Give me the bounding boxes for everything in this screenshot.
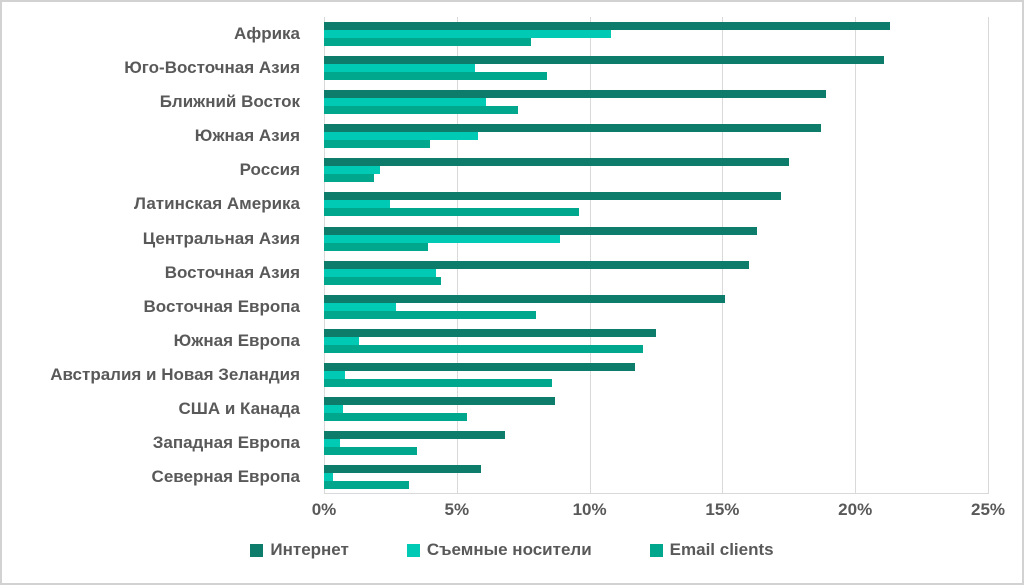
x-axis: 0% 5% 10% 15% 20% 25% xyxy=(312,500,1005,522)
category-label: США и Канада xyxy=(178,398,300,418)
category-label: Северная Европа xyxy=(151,467,300,487)
category-label: Россия xyxy=(239,160,300,180)
legend-label: Интернет xyxy=(270,540,349,559)
category-label: Южная Азия xyxy=(194,126,300,146)
bar-internet xyxy=(324,56,885,65)
bar-group xyxy=(324,17,988,51)
bar-removable-media xyxy=(324,98,487,107)
gridline xyxy=(722,17,724,494)
bar-email-clients xyxy=(324,208,579,217)
bar-removable-media xyxy=(324,370,346,379)
bar-internet xyxy=(324,294,726,303)
bar-internet xyxy=(324,465,481,474)
category-label: Африка xyxy=(234,24,300,44)
bar-internet xyxy=(324,260,749,269)
bar-rows xyxy=(324,17,988,494)
bar-removable-media xyxy=(324,404,343,413)
bar-removable-media xyxy=(324,166,380,175)
legend-label: Съемные носители xyxy=(426,540,592,559)
bar-email-clients xyxy=(324,412,468,421)
bar-removable-media xyxy=(324,132,479,141)
bar-internet xyxy=(324,124,821,133)
legend-marker-removable-media xyxy=(406,543,420,557)
bar-internet xyxy=(324,226,757,235)
bar-email-clients xyxy=(324,378,553,387)
bar-group xyxy=(324,358,988,392)
bar-email-clients xyxy=(324,140,431,149)
bar-removable-media xyxy=(324,302,396,311)
bar-internet xyxy=(324,22,890,31)
legend: Интернет Съемные носители Email clients xyxy=(2,540,1022,560)
category-label: Восточная Европа xyxy=(143,296,300,316)
x-tick-label: 10% xyxy=(572,500,607,519)
bar-email-clients xyxy=(324,446,417,455)
bar-group xyxy=(324,187,988,221)
category-label: Австралия и Новая Зеландия xyxy=(50,364,300,384)
bar-group xyxy=(324,324,988,358)
bar-removable-media xyxy=(324,268,436,277)
bar-group xyxy=(324,426,988,460)
category-label: Западная Европа xyxy=(152,432,300,452)
bar-email-clients xyxy=(324,106,518,115)
bar-group xyxy=(324,256,988,290)
bar-email-clients xyxy=(324,38,532,47)
bar-group xyxy=(324,221,988,255)
category-label: Юго-Восточная Азия xyxy=(124,58,300,78)
bar-removable-media xyxy=(324,200,391,209)
gridline xyxy=(589,17,591,494)
x-tick-label: 5% xyxy=(444,500,470,519)
bar-internet xyxy=(324,396,556,405)
legend-marker-internet xyxy=(250,543,264,557)
bar-removable-media xyxy=(324,64,476,73)
x-tick-label: 25% xyxy=(970,500,1006,519)
category-label: Восточная Азия xyxy=(164,262,300,282)
bar-removable-media xyxy=(324,30,611,39)
bar-removable-media xyxy=(324,234,561,243)
bar-email-clients xyxy=(324,310,537,319)
plot-area xyxy=(324,17,989,494)
category-label: Южная Европа xyxy=(173,330,300,350)
bar-internet xyxy=(324,192,781,201)
bar-email-clients xyxy=(324,174,375,183)
bar-internet xyxy=(324,362,635,371)
bar-internet xyxy=(324,158,789,167)
bar-group xyxy=(324,85,988,119)
bar-email-clients xyxy=(324,344,643,353)
category-label: Латинская Америка xyxy=(133,194,300,214)
legend-marker-email-clients xyxy=(649,543,663,557)
gridline xyxy=(324,17,325,494)
bar-email-clients xyxy=(324,481,409,490)
bar-internet xyxy=(324,430,505,439)
gridline xyxy=(988,17,989,494)
category-label: Ближний Восток xyxy=(159,92,300,112)
legend-label: Email clients xyxy=(669,540,774,559)
x-axis-line xyxy=(324,493,988,494)
bar-removable-media xyxy=(324,438,340,447)
bar-internet xyxy=(324,90,826,99)
bar-group xyxy=(324,51,988,85)
bar-group xyxy=(324,290,988,324)
bar-email-clients xyxy=(324,242,428,251)
bar-email-clients xyxy=(324,72,548,81)
x-tick-label: 15% xyxy=(705,500,740,519)
category-label: Центральная Азия xyxy=(142,228,300,248)
gridline xyxy=(456,17,458,494)
x-tick-label: 0% xyxy=(311,500,337,519)
bar-group xyxy=(324,119,988,153)
bar-group xyxy=(324,153,988,187)
bar-email-clients xyxy=(324,276,441,285)
bar-group xyxy=(324,392,988,426)
bar-internet xyxy=(324,328,656,337)
legend-item-email-clients: Email clients xyxy=(649,540,774,560)
x-tick-label: 20% xyxy=(838,500,873,519)
bar-removable-media xyxy=(324,473,334,482)
legend-item-removable-media: Съемные носители xyxy=(406,540,592,560)
bar-group xyxy=(324,460,988,494)
legend-item-internet: Интернет xyxy=(250,540,349,560)
gridline xyxy=(855,17,857,494)
bar-removable-media xyxy=(324,336,359,345)
category-labels: Африка Юго-Восточная Азия Ближний Восток Юж… xyxy=(2,17,312,494)
